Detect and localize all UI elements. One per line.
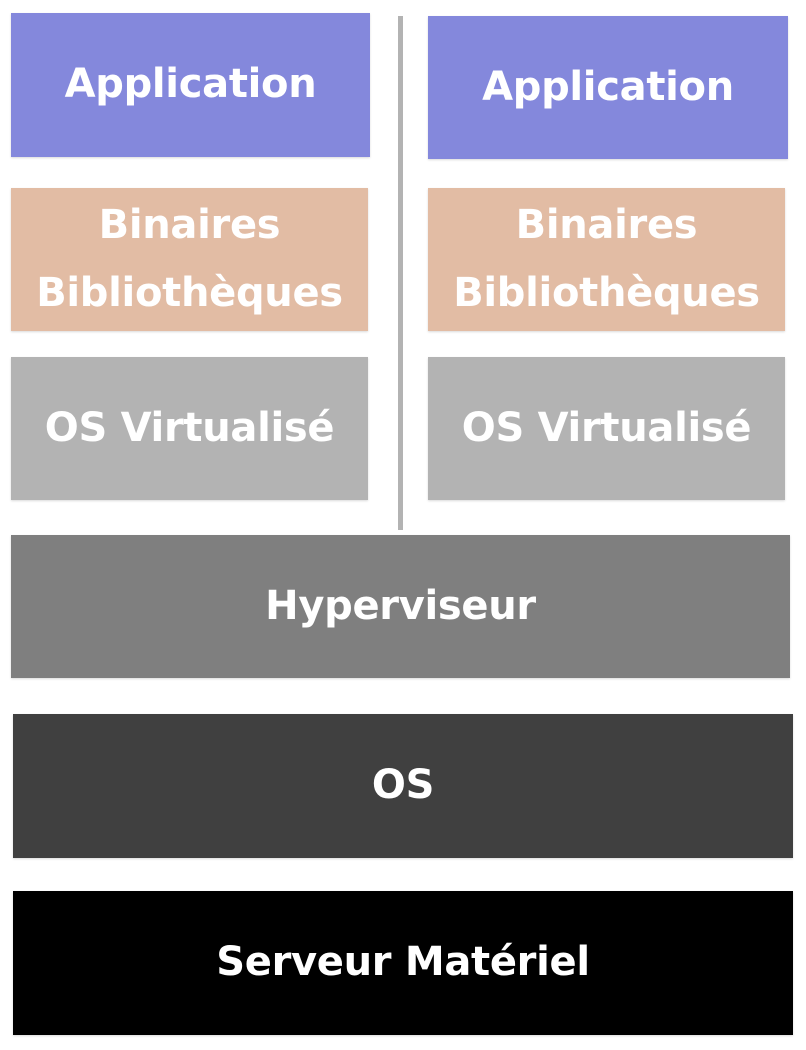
- vm-divider-line: [398, 16, 403, 530]
- hyperviseur-layer: Hyperviseur: [11, 535, 790, 678]
- left-bibliotheques-label: Bibliothèques: [36, 269, 343, 316]
- serveur-materiel-layer: Serveur Matériel: [13, 891, 793, 1035]
- left-os-virtualise-block: OS Virtualisé: [11, 357, 368, 500]
- left-application-label: Application: [64, 61, 317, 108]
- right-application-label: Application: [482, 63, 734, 110]
- left-application-block: Application: [11, 13, 370, 157]
- left-binaires-label: Binaires: [98, 202, 281, 249]
- right-binaires-label: Binaires: [515, 202, 698, 249]
- left-os-virtualise-label: OS Virtualisé: [44, 404, 335, 451]
- right-bibliotheques-label: Bibliothèques: [453, 269, 760, 316]
- hyperviseur-label: Hyperviseur: [265, 582, 536, 629]
- left-binaires-block: Binaires Bibliothèques: [11, 188, 368, 331]
- host-os-layer: OS: [13, 714, 793, 858]
- right-binaires-block: Binaires Bibliothèques: [428, 188, 785, 331]
- serveur-materiel-label: Serveur Matériel: [216, 939, 590, 986]
- right-application-block: Application: [428, 16, 788, 159]
- right-os-virtualise-label: OS Virtualisé: [461, 404, 752, 451]
- right-os-virtualise-block: OS Virtualisé: [428, 357, 785, 500]
- host-os-label: OS: [371, 762, 435, 809]
